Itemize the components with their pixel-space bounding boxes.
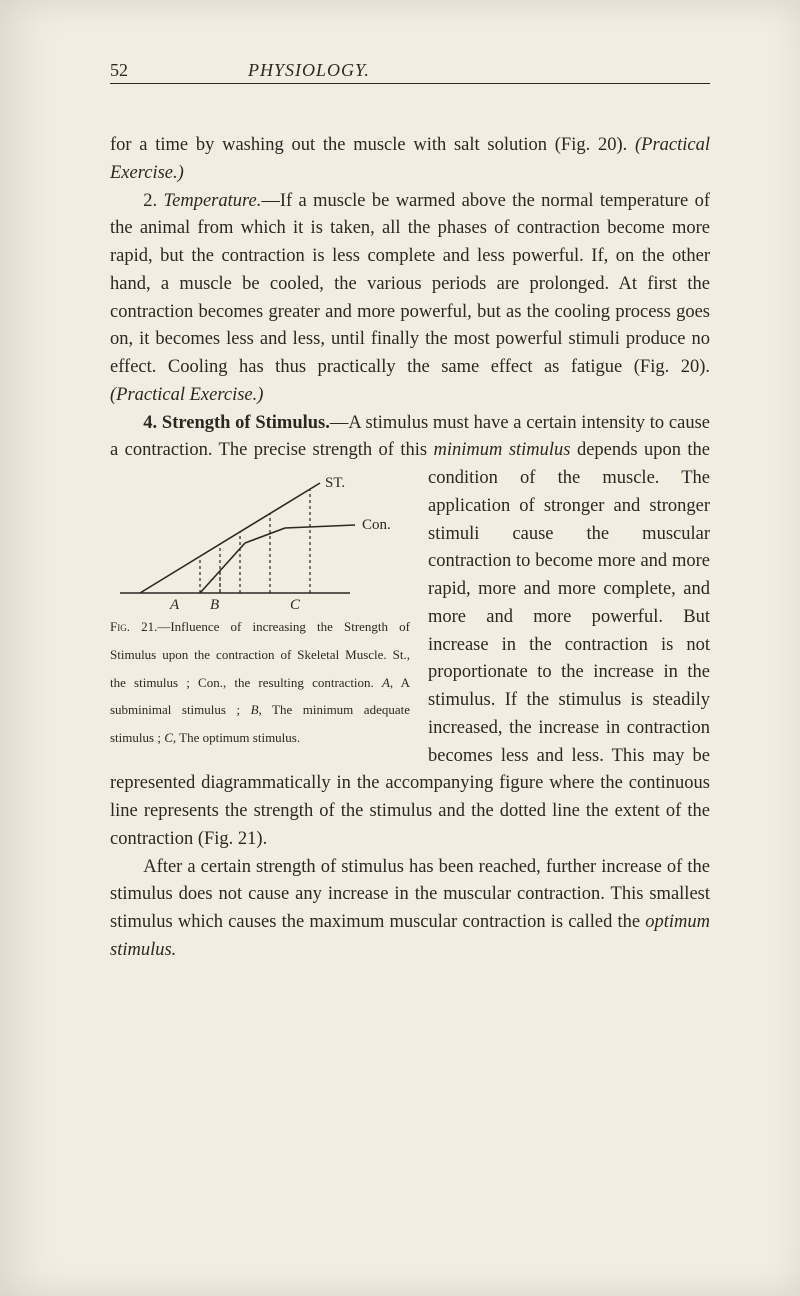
figure-caption: Fig. 21.—Influence of increasing the Str… [110, 619, 410, 745]
label-b: B [210, 597, 219, 613]
italic-text: Temperature. [164, 191, 262, 211]
caption-lead: Fig. 21. [110, 619, 157, 634]
caption-text: , The optimum stimulus. [173, 730, 300, 745]
running-head: PHYSIOLOGY. [248, 60, 370, 81]
caption-C: C [164, 730, 173, 745]
label-st: ST. [325, 475, 345, 491]
paragraph-2: 2. Temperature.—If a muscle be warmed ab… [110, 188, 710, 410]
caption-B: B [251, 702, 259, 717]
text: —If a muscle be warmed above the normal … [110, 191, 710, 378]
paragraph-1: for a time by washing out the muscle wit… [110, 132, 710, 188]
label-con: Con. [362, 517, 391, 533]
italic-text: minimum stimulus [434, 440, 571, 460]
label-c: C [290, 597, 301, 613]
text: After a certain strength of stimulus has… [110, 857, 710, 933]
body-text: for a time by washing out the muscle wit… [110, 132, 710, 965]
page-number: 52 [110, 60, 128, 81]
page-header: 52 PHYSIOLOGY. [110, 60, 710, 84]
figure-svg: ST. Con. A B C [110, 473, 410, 613]
text: for a time by washing out the muscle wit… [110, 135, 635, 155]
caption-A: A [382, 675, 390, 690]
paragraph-4: After a certain strength of stimulus has… [110, 854, 710, 965]
text: 2. [143, 191, 163, 211]
label-a: A [169, 597, 180, 613]
bold-heading: 4. Strength of Stimulus. [143, 413, 330, 433]
figure-21: ST. Con. A B C Fig. 21.—Influ [110, 473, 410, 752]
italic-text: (Practical Exercise.) [110, 385, 263, 405]
paragraph-3: 4. Strength of Stimulus.—A stimulus must… [110, 410, 710, 854]
